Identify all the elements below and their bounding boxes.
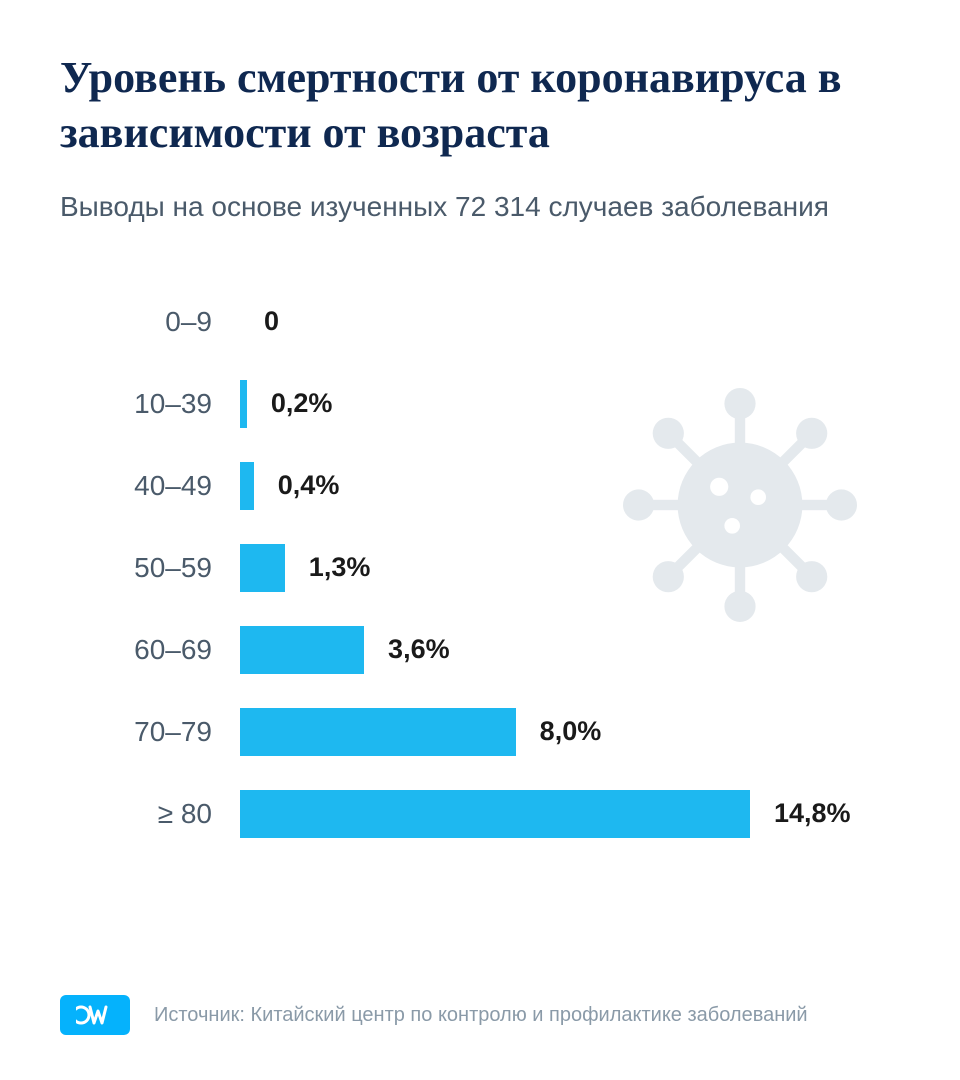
chart-row: ≥ 80 14,8% — [80, 773, 900, 855]
value-label: 0,2% — [247, 388, 333, 419]
bar-wrap: 0 — [240, 281, 900, 363]
bar-wrap: 3,6% — [240, 609, 900, 691]
footer: Источник: Китайский центр по контролю и … — [60, 995, 900, 1035]
category-label: ≥ 80 — [80, 798, 240, 830]
category-label: 10–39 — [80, 388, 240, 420]
chart-row: 40–49 0,4% — [80, 445, 900, 527]
bar — [240, 708, 516, 756]
value-label: 3,6% — [364, 634, 450, 665]
bar — [240, 626, 364, 674]
chart-row: 50–59 1,3% — [80, 527, 900, 609]
bar — [240, 544, 285, 592]
chart-title: Уровень смертности от коронавируса в зав… — [60, 50, 900, 160]
category-label: 0–9 — [80, 306, 240, 338]
bar — [240, 380, 247, 428]
category-label: 60–69 — [80, 634, 240, 666]
bar-chart: 0–9010–390,2%40–490,4%50–591,3%60–693,6%… — [80, 281, 900, 855]
chart-row: 70–79 8,0% — [80, 691, 900, 773]
category-label: 70–79 — [80, 716, 240, 748]
category-label: 40–49 — [80, 470, 240, 502]
bar-wrap: 14,8% — [240, 773, 900, 855]
dw-logo — [60, 995, 130, 1035]
source-text: Источник: Китайский центр по контролю и … — [154, 1002, 808, 1029]
value-label: 0,4% — [254, 470, 340, 501]
chart-subtitle: Выводы на основе изученных 72 314 случае… — [60, 188, 900, 226]
bar — [240, 790, 750, 838]
category-label: 50–59 — [80, 552, 240, 584]
bar — [240, 462, 254, 510]
value-label: 0 — [240, 306, 279, 337]
chart-row: 0–90 — [80, 281, 900, 363]
bar-wrap: 0,4% — [240, 445, 900, 527]
bar-wrap: 0,2% — [240, 363, 900, 445]
chart-row: 10–390,2% — [80, 363, 900, 445]
value-label: 14,8% — [750, 798, 851, 829]
bar-wrap: 1,3% — [240, 527, 900, 609]
value-label: 1,3% — [285, 552, 371, 583]
value-label: 8,0% — [516, 716, 602, 747]
bar-wrap: 8,0% — [240, 691, 900, 773]
chart-row: 60–69 3,6% — [80, 609, 900, 691]
